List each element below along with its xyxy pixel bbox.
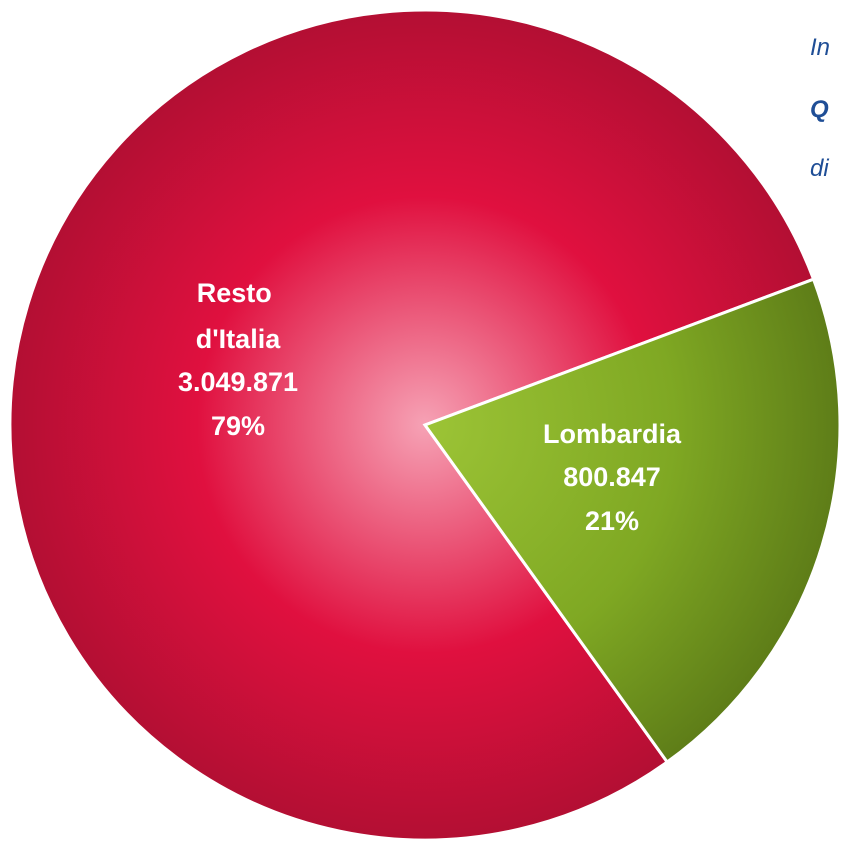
annotation: di xyxy=(810,155,829,182)
annotation: In xyxy=(810,34,830,61)
slice-label: Lombardia xyxy=(543,419,682,449)
annotation: Q xyxy=(810,96,829,123)
slice-label: Resto d'Italia xyxy=(196,278,281,354)
percent-label: 79% xyxy=(211,411,265,441)
pie-slice xyxy=(422,277,841,765)
value-label: 3.049.871 xyxy=(178,367,298,397)
percent-label: 21% xyxy=(585,506,639,536)
value-label: 800.847 xyxy=(563,462,661,492)
pie-slice xyxy=(8,8,816,841)
